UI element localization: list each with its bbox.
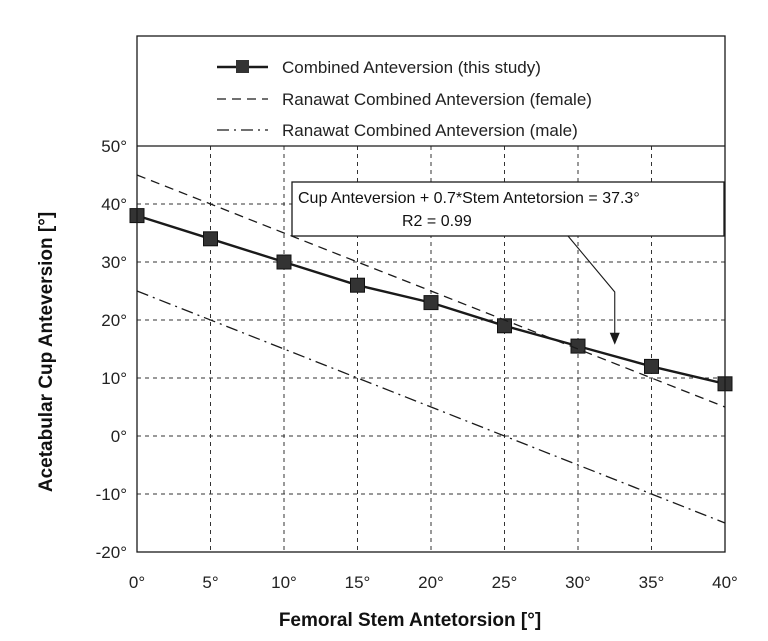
x-tick-label: 35° [639,573,665,592]
data-point [570,338,586,354]
data-point [276,254,292,270]
x-tick-label: 20° [418,573,444,592]
legend-label-female: Ranawat Combined Anteversion (female) [282,90,592,109]
annotation-equation: Cup Anteversion + 0.7*Stem Antetorsion =… [298,190,640,207]
annotation-box [291,181,725,237]
y-tick-label: 0° [111,427,127,446]
y-tick-label: 10° [101,369,127,388]
series-line-1 [136,174,726,408]
data-point [350,277,365,293]
axes [136,35,726,553]
x-axis-title: Femoral Stem Antetorsion [°] [279,610,541,631]
annotation-arrow [567,235,616,337]
y-tick-label: -20° [96,543,127,562]
tick-labels: 0° 5° 10° 15° 20° 25° 30° 35° 40° -20° -10° 0° 10° 20… [96,137,738,592]
y-tick-label: 40° [101,195,127,214]
x-tick-label: 5° [202,573,218,592]
x-tick-label: 30° [565,573,591,592]
legend: Combined Anteversion (this study) Ranawa… [217,58,592,140]
x-tick-label: 40° [712,573,738,592]
legend-marker-this-study [236,60,249,73]
data-point [203,231,218,247]
series-layer [129,174,733,524]
y-axis-title: Acetabular Cup Anteversion [°] [36,212,57,492]
data-point [644,358,659,374]
annotation-r2: R2 = 0.99 [402,213,472,230]
legend-label-this-study: Combined Anteversion (this study) [282,58,541,77]
outer-frame [136,35,726,553]
regression-annotation: Cup Anteversion + 0.7*Stem Antetorsion =… [291,181,725,345]
x-tick-label: 0° [129,573,145,592]
legend-label-male: Ranawat Combined Anteversion (male) [282,121,578,140]
x-tick-label: 25° [492,573,518,592]
x-tick-label: 10° [271,573,297,592]
y-tick-label: 50° [101,137,127,156]
y-tick-label: 20° [101,311,127,330]
annotation-arrowhead [609,332,620,345]
data-point [497,318,512,334]
y-tick-label: -10° [96,485,127,504]
y-tick-label: 30° [101,253,127,272]
data-point [423,295,439,311]
series-line-2 [136,290,726,524]
x-tick-label: 15° [345,573,371,592]
